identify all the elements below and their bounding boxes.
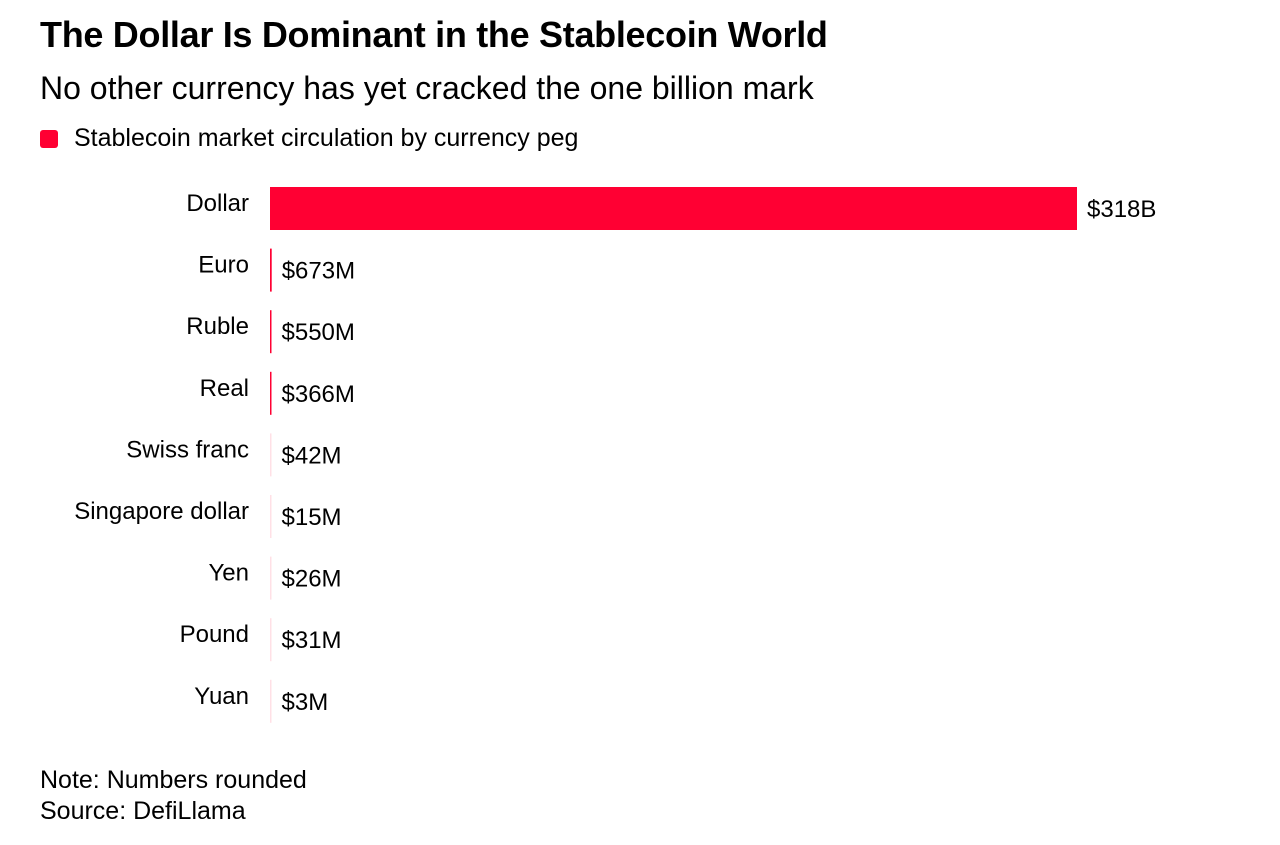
bar	[270, 679, 272, 723]
category-label: Singapore dollar	[74, 498, 249, 525]
category-label: Euro	[198, 252, 249, 279]
note-text: Note: Numbers rounded	[40, 766, 307, 794]
bar	[270, 248, 272, 292]
bar	[270, 433, 272, 477]
value-label: $318B	[1087, 196, 1156, 223]
category-label: Yuan	[194, 683, 249, 710]
value-label: $366M	[282, 381, 355, 408]
category-label: Dollar	[186, 190, 249, 217]
category-label: Ruble	[186, 313, 249, 340]
bar	[270, 371, 272, 415]
value-label: $673M	[282, 258, 355, 285]
category-label: Real	[200, 375, 249, 402]
value-label: $550M	[282, 319, 355, 346]
chart-subtitle: No other currency has yet cracked the on…	[40, 70, 814, 106]
value-label: $42M	[282, 442, 342, 469]
value-label: $26M	[282, 566, 342, 593]
legend-label: Stablecoin market circulation by currenc…	[74, 124, 579, 152]
source-text: Source: DefiLlama	[40, 797, 246, 825]
bar	[270, 495, 272, 538]
value-label: $31M	[282, 627, 342, 654]
category-label: Swiss franc	[126, 436, 249, 463]
chart-title: The Dollar Is Dominant in the Stablecoin…	[40, 14, 828, 55]
bar	[270, 187, 1077, 230]
bar-chart: Dollar $318B Euro $673M Ruble $550M Real $366M S…	[74, 187, 1156, 723]
category-label: Yen	[209, 560, 250, 587]
value-label: $15M	[282, 504, 342, 531]
bar	[270, 556, 272, 600]
bar	[270, 618, 272, 662]
bar	[270, 310, 272, 354]
category-label: Pound	[180, 621, 249, 648]
legend: Stablecoin market circulation by currenc…	[40, 124, 578, 153]
legend-swatch	[40, 129, 58, 148]
value-label: $3M	[282, 689, 329, 716]
